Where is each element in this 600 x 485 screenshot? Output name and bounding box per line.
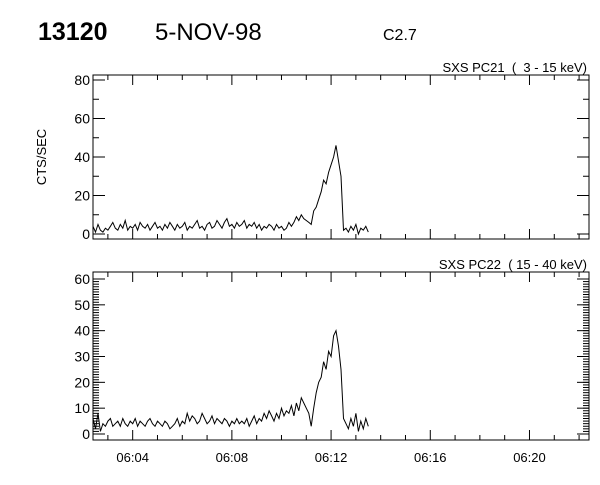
count-rate-series <box>92 329 369 432</box>
y-tick-label: 80 <box>74 72 90 88</box>
panel-title: SXS PC22 ( 15 - 40 keV) <box>439 257 587 272</box>
plot-frame <box>92 271 590 441</box>
y-axis-label: CTS/SEC <box>34 129 49 185</box>
y-tick-label: 30 <box>74 349 90 365</box>
event-id: 13120 <box>38 18 108 46</box>
y-tick-label: 60 <box>74 111 90 127</box>
y-tick-label: 40 <box>74 323 90 339</box>
y-tick-label: 20 <box>74 188 90 204</box>
panel-pc21: SXS PC21 ( 3 - 15 keV) CTS/SEC 0 20 40 60 80 <box>34 60 590 242</box>
x-tick-label: 06:04 <box>116 450 149 465</box>
panel-title: SXS PC21 ( 3 - 15 keV) <box>442 60 587 75</box>
y-tick-label: 50 <box>74 297 90 313</box>
y-tick-label: 20 <box>74 374 90 390</box>
panel-pc22: SXS PC22 ( 15 - 40 keV) 0 10 20 30 40 50 60 06:0… <box>74 257 590 465</box>
flare-class: C2.7 <box>383 27 417 44</box>
y-tick-label: 60 <box>74 271 90 287</box>
y-tick-label: 0 <box>82 226 90 242</box>
x-tick-label: 06:16 <box>414 450 447 465</box>
observation-date: 5-NOV-98 <box>155 19 262 46</box>
count-rate-series <box>92 145 369 236</box>
plot-frame <box>92 74 590 240</box>
y-tick-label: 10 <box>74 400 90 416</box>
x-tick-label: 06:20 <box>513 450 546 465</box>
x-tick-label: 06:12 <box>315 450 348 465</box>
x-tick-label: 06:08 <box>216 450 249 465</box>
y-tick-label: 40 <box>74 149 90 165</box>
y-tick-label: 0 <box>82 426 90 442</box>
